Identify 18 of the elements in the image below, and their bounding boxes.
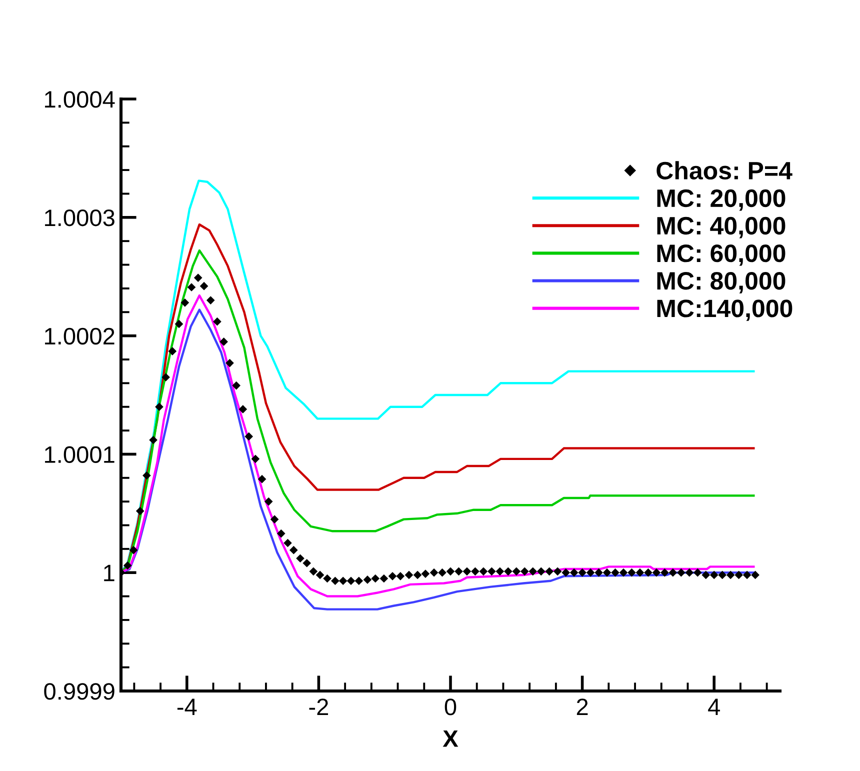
x-tick-label: 2 (576, 698, 588, 716)
y-tick-label: 0.9999 (44, 683, 114, 700)
legend-label: MC: 80,000 (657, 272, 786, 294)
y-tick-label: 1.0001 (45, 446, 114, 463)
x-tick-label: 4 (708, 698, 720, 716)
y-tick-label: 1 (104, 564, 114, 582)
y-tick-label: 1.0003 (45, 209, 114, 226)
x-axis-title: X (442, 730, 458, 747)
x-tick-label: -2 (309, 698, 328, 716)
legend-label: MC: 40,000 (657, 216, 786, 238)
x-tick-label: -4 (177, 698, 197, 716)
y-tick-label: 1.0004 (45, 91, 115, 108)
y-tick-label: 1.0002 (45, 328, 114, 345)
legend-label: MC:140,000 (657, 300, 792, 321)
x-tick-label: 0 (444, 698, 456, 716)
legend-label: MC: 20,000 (657, 189, 786, 211)
legend-label: Chaos: P=4 (656, 161, 792, 180)
legend-label: MC: 60,000 (657, 244, 786, 266)
